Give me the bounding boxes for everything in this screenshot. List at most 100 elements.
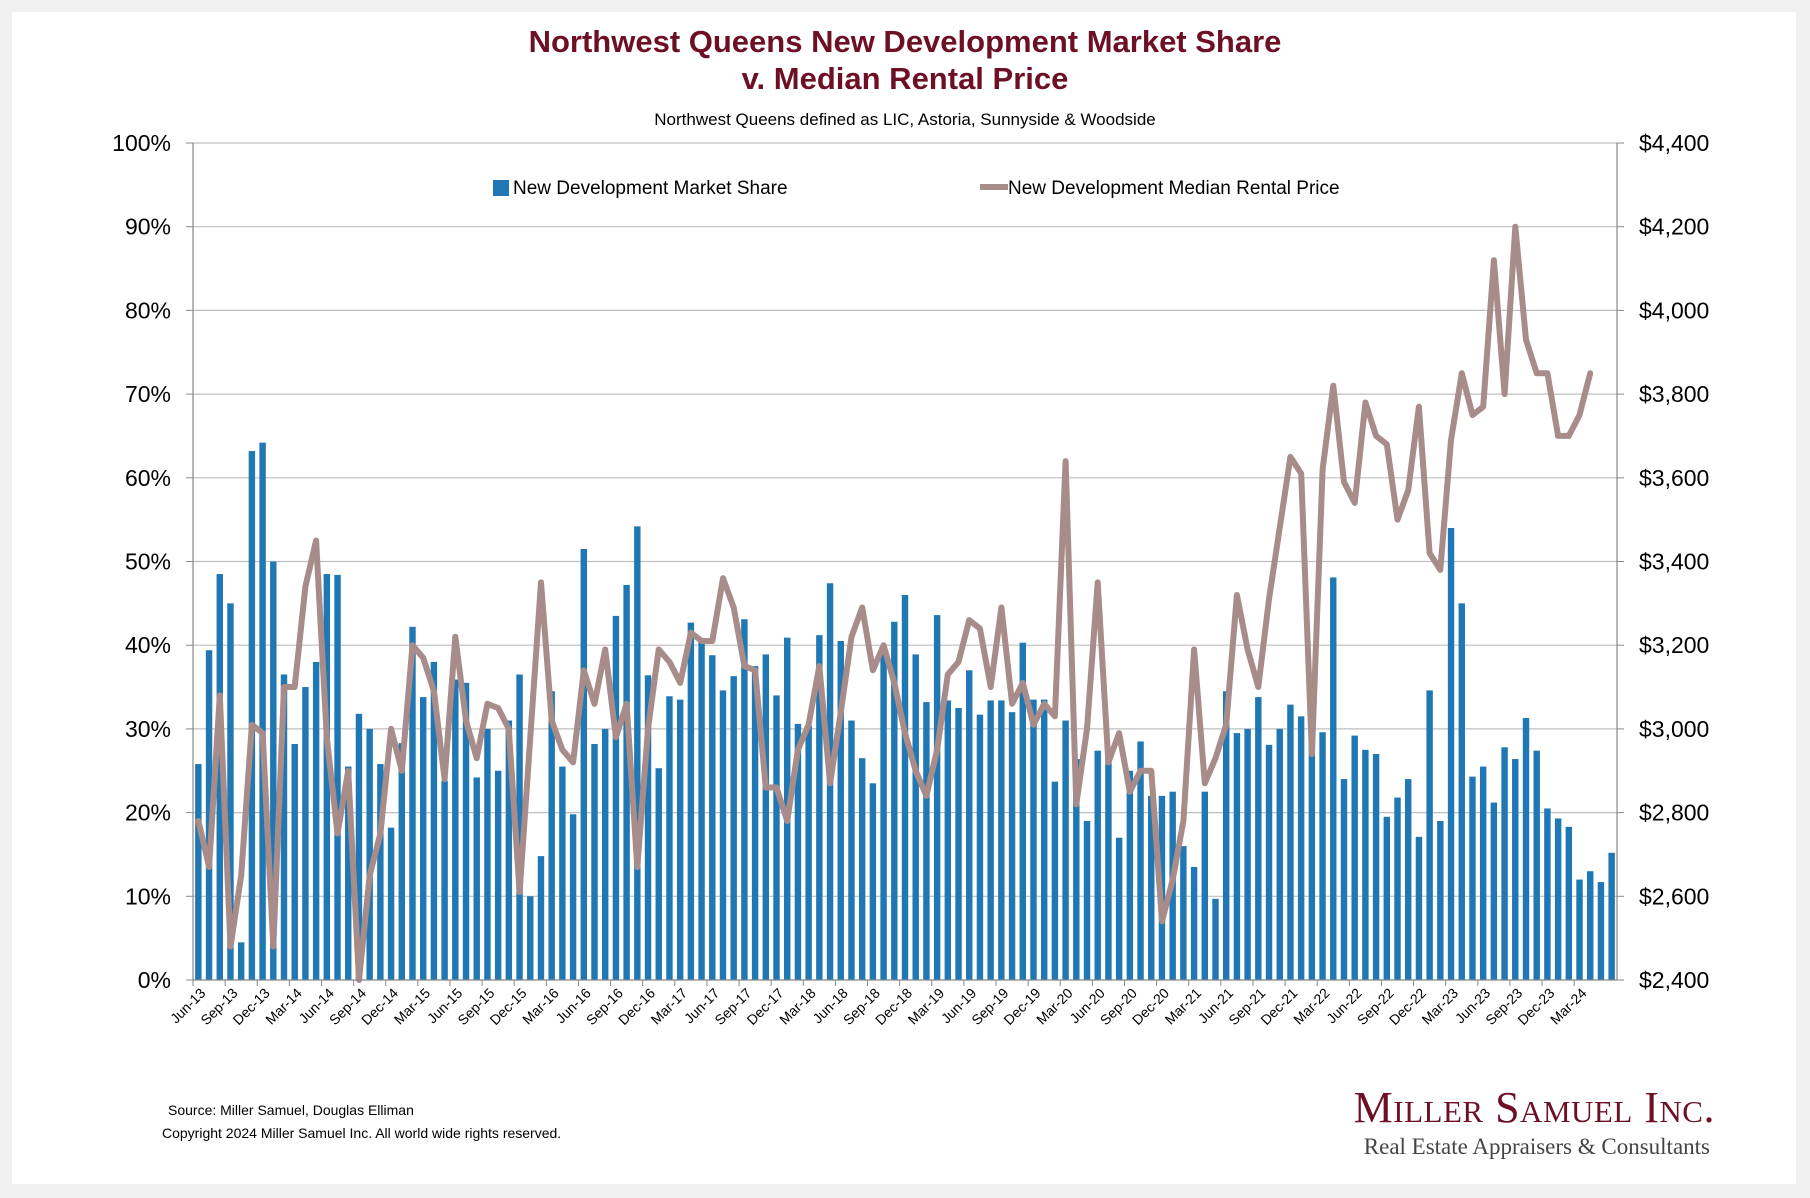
- bar: [1437, 820, 1444, 980]
- bar: [355, 713, 363, 980]
- bar: [323, 574, 331, 980]
- bar: [1019, 642, 1026, 980]
- x-tick-label: Mar-15: [391, 985, 434, 1028]
- bar: [1137, 741, 1144, 980]
- bar: [1447, 528, 1455, 980]
- bar: [987, 700, 994, 980]
- bar: [687, 622, 695, 980]
- bar: [1522, 718, 1530, 980]
- bar: [1565, 826, 1573, 980]
- bar-series: [195, 442, 1615, 980]
- chart-title-line2: v. Median Rental Price: [741, 61, 1069, 96]
- bar: [1244, 728, 1251, 980]
- bar: [559, 766, 566, 980]
- bar: [248, 451, 256, 980]
- bar: [1587, 871, 1594, 980]
- bar: [377, 764, 384, 980]
- bar: [195, 764, 202, 980]
- bar: [205, 650, 213, 980]
- bar: [237, 942, 245, 980]
- bar: [302, 687, 309, 980]
- bar: [1351, 735, 1358, 980]
- y-right-tick-label: $2,400: [1639, 967, 1709, 993]
- bar: [1576, 879, 1583, 980]
- bar: [644, 675, 652, 980]
- bar: [655, 768, 662, 980]
- bar: [1201, 791, 1209, 980]
- bar: [1372, 754, 1380, 980]
- legend: New Development Market Share New Develop…: [493, 178, 1340, 199]
- bar: [698, 641, 705, 980]
- bar: [1458, 603, 1465, 980]
- x-tick-label: Mar-23: [1418, 985, 1461, 1028]
- line-series: [195, 223, 1594, 983]
- source-note: Source: Miller Samuel, Douglas Elliman: [168, 1102, 414, 1118]
- y-right-tick-label: $3,000: [1639, 716, 1709, 742]
- bar: [419, 697, 427, 980]
- company-logo-tagline: Real Estate Appraisers & Consultants: [1363, 1134, 1710, 1159]
- bar: [1394, 797, 1401, 980]
- bar: [891, 621, 898, 980]
- bar: [1115, 837, 1123, 980]
- bar: [1319, 732, 1326, 980]
- y-right-tick-label: $3,400: [1639, 549, 1709, 575]
- bar: [773, 695, 780, 980]
- x-tick-label: Mar-17: [648, 985, 691, 1028]
- x-tick-label: Mar-18: [776, 985, 819, 1028]
- bar: [1062, 720, 1069, 980]
- bar: [1051, 781, 1059, 980]
- company-logo-name: Miller Samuel Inc.: [1353, 1083, 1715, 1132]
- y-right-tick-label: $3,800: [1639, 381, 1709, 407]
- bar: [816, 635, 823, 980]
- bar: [441, 780, 448, 980]
- bar: [1383, 816, 1391, 980]
- bar: [1479, 766, 1487, 980]
- chart-title: Northwest Queens New Development Market …: [528, 24, 1282, 59]
- bar: [794, 723, 802, 980]
- bar: [259, 442, 266, 980]
- bar: [345, 766, 352, 980]
- bar: [537, 856, 545, 980]
- bar: [719, 690, 727, 980]
- bar: [1297, 716, 1305, 980]
- bar: [569, 814, 577, 980]
- rental-price-line: [195, 223, 1594, 983]
- bar: [1405, 779, 1412, 980]
- bar: [312, 661, 320, 980]
- y-right-tick-label: $4,400: [1639, 130, 1709, 156]
- bar: [1533, 750, 1540, 980]
- x-tick-label: Mar-21: [1162, 985, 1205, 1028]
- bar: [227, 603, 234, 980]
- bar: [1148, 795, 1155, 980]
- bar: [944, 700, 952, 980]
- bar: [1094, 750, 1101, 980]
- bar: [1415, 836, 1423, 980]
- y-left-tick-label: 10%: [125, 883, 171, 909]
- bar: [387, 827, 395, 980]
- y-left-tick-label: 20%: [125, 800, 171, 826]
- bar: [837, 641, 844, 980]
- chart-subtitle: Northwest Queens defined as LIC, Astoria…: [654, 110, 1156, 129]
- bar: [1308, 677, 1316, 980]
- bar: [1233, 733, 1241, 980]
- bar: [494, 770, 502, 980]
- bar: [880, 653, 887, 980]
- bar: [1083, 820, 1091, 980]
- bar: [1512, 759, 1519, 980]
- bar: [709, 655, 716, 980]
- legend-bar-swatch: [493, 180, 509, 196]
- x-tick-label: Mar-24: [1547, 985, 1590, 1028]
- bar: [1030, 699, 1037, 980]
- bar: [1501, 747, 1508, 980]
- bar: [858, 758, 866, 980]
- bar: [291, 743, 298, 980]
- bar: [666, 696, 673, 980]
- y-left-tick-label: 100%: [112, 130, 171, 156]
- y-right-tick-label: $3,600: [1639, 465, 1709, 491]
- bar: [848, 720, 855, 980]
- bar: [805, 725, 812, 980]
- bar: [409, 626, 416, 980]
- x-tick-label: Mar-19: [905, 985, 948, 1028]
- bar: [1190, 867, 1198, 980]
